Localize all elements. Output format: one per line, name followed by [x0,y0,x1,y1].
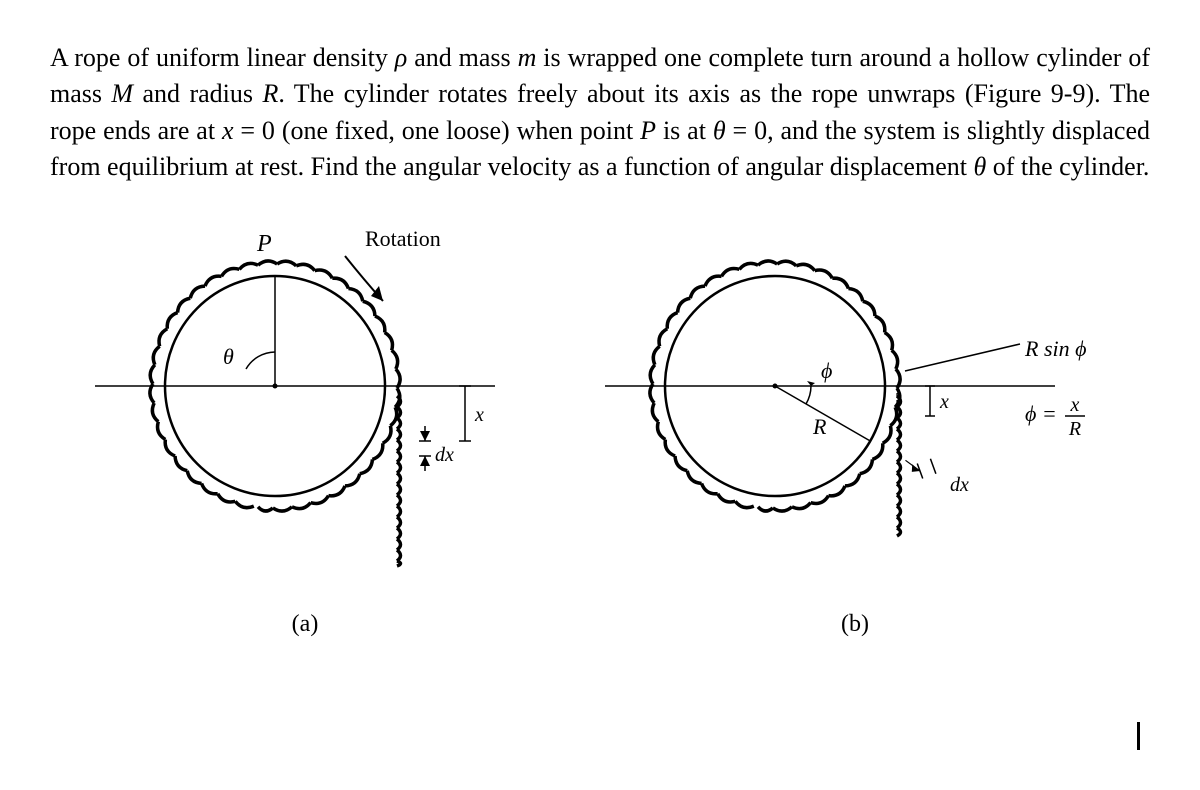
text-segment: = 0 (one fixed, one loose) when point [233,116,640,145]
text-segment: M [111,79,133,108]
theta-label: θ [223,344,234,369]
figure-a-caption: (a) [292,611,319,638]
r-label: R [812,414,827,439]
phi-label: ϕ [821,358,832,383]
text-segment: and mass [407,43,517,72]
text-segment: θ [973,152,986,181]
figure-row: θ P Rotation x [50,216,1150,638]
rotation-label: Rotation [365,226,441,251]
label-p: P [256,231,272,257]
text-segment: is at [656,116,713,145]
problem-statement: A rope of uniform linear density ρ and m… [50,40,1150,186]
rsinphi-label: R sin ϕ [1024,336,1087,361]
x-label-a: x [474,404,484,426]
text-segment: P [640,116,656,145]
svg-text:ϕ =: ϕ = [1025,401,1057,426]
text-segment: A rope of uniform linear density [50,43,395,72]
dx-label-a: dx [435,444,454,466]
phi-equation: ϕ = x R [1025,394,1085,440]
svg-text:x: x [1070,394,1080,416]
figure-b-svg: ϕ R R sin ϕ x [605,216,1105,596]
figure-b: ϕ R R sin ϕ x [605,216,1105,638]
figure-a-svg: θ P Rotation x [95,216,515,596]
dx-label-b: dx [950,474,969,496]
svg-text:R: R [1068,418,1081,440]
text-segment: m [518,43,537,72]
text-segment: ρ [395,43,407,72]
text-segment: R [262,79,278,108]
figure-b-caption: (b) [841,611,869,638]
text-segment: x [222,116,234,145]
text-segment: and radius [133,79,262,108]
text-cursor [1137,722,1140,750]
x-label-b: x [939,391,949,413]
figure-a: θ P Rotation x [95,216,515,638]
text-segment: θ [713,116,726,145]
text-segment: of the cylinder. [986,152,1149,181]
